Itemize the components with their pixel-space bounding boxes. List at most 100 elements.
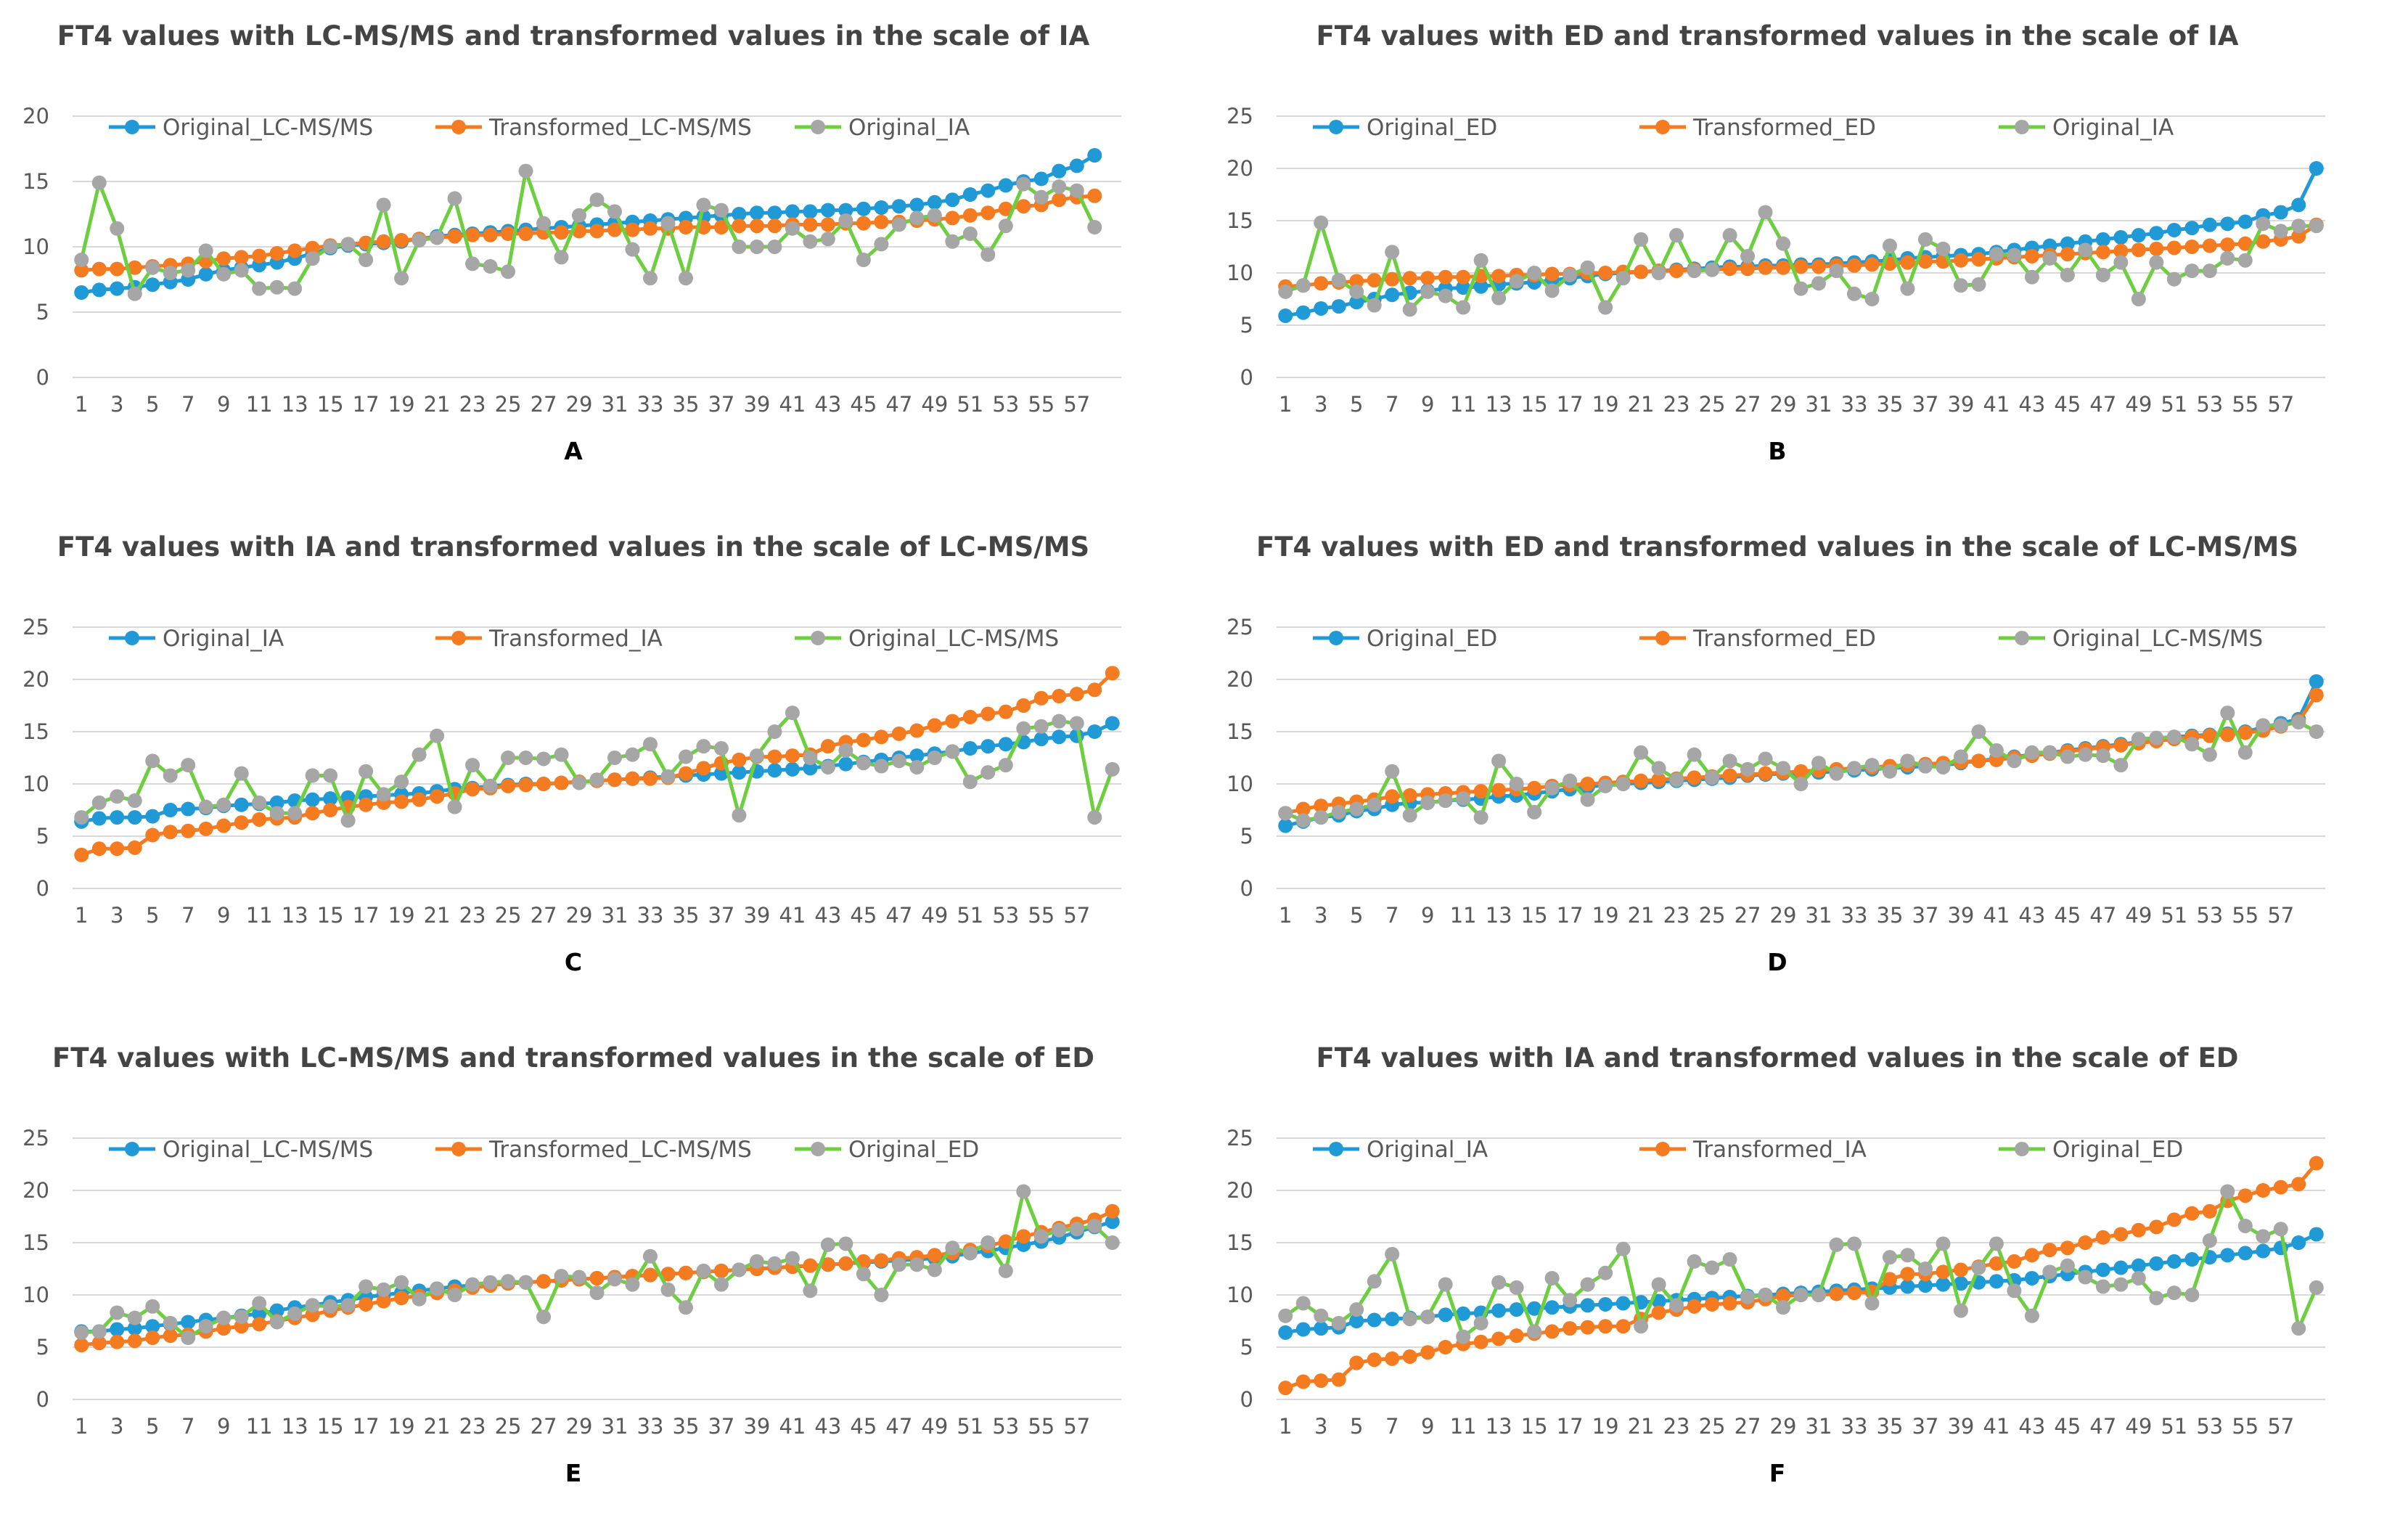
legend-label: Original_LC-MS/MS (163, 1137, 373, 1163)
data-point-blue (1917, 1278, 1933, 1293)
data-point-orange (2166, 240, 2182, 256)
y-tick-label: 5 (36, 1335, 49, 1360)
data-point-orange (642, 221, 658, 236)
data-point-green (891, 1257, 906, 1272)
x-tick-label: 53 (992, 392, 1019, 417)
data-point-green (2220, 1184, 2235, 1199)
data-point-blue (1385, 287, 1400, 303)
data-point-orange (359, 1296, 374, 1312)
data-point-green (1527, 1324, 1542, 1339)
data-point-orange (1989, 1256, 2004, 1271)
legend-swatch-marker (1655, 120, 1670, 134)
data-point-green (1331, 1315, 1346, 1330)
data-point-orange (1740, 261, 1756, 277)
data-point-green (501, 264, 516, 279)
data-point-blue (980, 183, 996, 198)
panel-label-d: D (1767, 948, 1787, 976)
data-point-green (1420, 795, 1436, 810)
data-point-blue (1438, 1307, 1453, 1323)
x-tick-label: 43 (814, 1414, 841, 1439)
data-point-green (660, 1282, 676, 1297)
data-point-green (1864, 758, 1880, 773)
y-tick-label: 15 (22, 719, 49, 744)
x-tick-label: 9 (217, 1414, 230, 1439)
data-point-green (1438, 1277, 1453, 1292)
y-tick-label: 0 (36, 1387, 49, 1412)
data-point-blue (785, 204, 800, 219)
legend-swatch-marker (451, 120, 466, 134)
data-point-green (1033, 1229, 1049, 1244)
data-point-green (2166, 1285, 2182, 1301)
data-point-green (945, 744, 960, 759)
data-point-blue (269, 795, 284, 810)
data-point-orange (1527, 780, 1542, 796)
data-point-orange (216, 818, 232, 833)
data-point-blue (820, 203, 835, 218)
x-tick-label: 47 (885, 392, 912, 417)
data-point-green (2309, 724, 2324, 739)
data-point-blue (856, 201, 871, 216)
data-point-orange (252, 812, 267, 827)
data-point-orange (1052, 192, 1067, 208)
data-point-orange (1722, 261, 1737, 277)
data-point-green (732, 1262, 747, 1278)
legend-item-orange: Transformed_ED (1639, 626, 1876, 652)
data-point-orange (1793, 764, 1809, 779)
data-point-orange (2309, 687, 2324, 703)
data-point-green (607, 751, 622, 765)
data-point-green (1740, 1289, 1756, 1304)
data-point-blue (269, 1303, 284, 1318)
data-point-green (1722, 228, 1737, 243)
data-point-green (980, 1235, 996, 1250)
x-tick-label: 3 (1314, 903, 1327, 928)
data-point-green (411, 1291, 427, 1307)
data-point-orange (74, 1338, 89, 1353)
data-point-orange (1651, 772, 1666, 788)
data-point-blue (1052, 729, 1067, 745)
data-point-blue (110, 281, 125, 296)
data-point-green (1349, 1302, 1364, 1317)
legend-label: Transformed_ED (1692, 626, 1876, 652)
data-point-orange (2095, 1230, 2110, 1245)
y-tick-label: 25 (22, 615, 49, 639)
data-point-green (1900, 753, 1915, 769)
x-tick-label: 41 (1983, 1414, 2010, 1439)
legend-label: Original_IA (163, 626, 284, 652)
x-tick-label: 17 (1557, 1414, 1584, 1439)
data-point-green (323, 240, 338, 254)
data-point-green (625, 242, 640, 257)
y-tick-label: 10 (1226, 261, 1253, 285)
x-tick-label: 19 (1592, 1414, 1619, 1439)
data-point-orange (1491, 782, 1507, 798)
x-tick-label: 31 (1806, 1414, 1832, 1439)
x-tick-label: 1 (75, 903, 88, 928)
legend-swatch-marker (2015, 631, 2029, 645)
data-point-orange (1016, 698, 1031, 713)
data-point-green (1722, 753, 1737, 769)
data-point-green (1402, 1312, 1417, 1327)
data-point-blue (145, 1319, 160, 1334)
data-point-blue (2149, 1256, 2164, 1271)
data-point-orange (91, 841, 107, 857)
data-point-orange (394, 1291, 409, 1306)
data-point-green (2078, 747, 2093, 762)
data-point-orange (465, 227, 480, 242)
data-point-green (518, 163, 533, 179)
data-point-orange (2131, 242, 2146, 258)
data-point-green (713, 203, 729, 218)
data-point-green (1367, 1274, 1382, 1289)
data-point-blue (1509, 1302, 1524, 1317)
data-point-orange (856, 732, 871, 748)
x-tick-label: 37 (708, 1414, 734, 1439)
data-point-orange (483, 227, 498, 242)
data-point-orange (1776, 1288, 1791, 1304)
data-point-orange (785, 748, 800, 764)
data-point-orange (2078, 1235, 2093, 1250)
data-point-blue (2237, 214, 2253, 229)
data-point-blue (909, 748, 925, 764)
data-point-green (1917, 232, 1933, 247)
legend-item-green: Original_ED (1999, 1137, 2183, 1163)
data-point-orange (145, 827, 160, 843)
data-point-green (909, 210, 925, 226)
data-point-orange (625, 222, 640, 237)
